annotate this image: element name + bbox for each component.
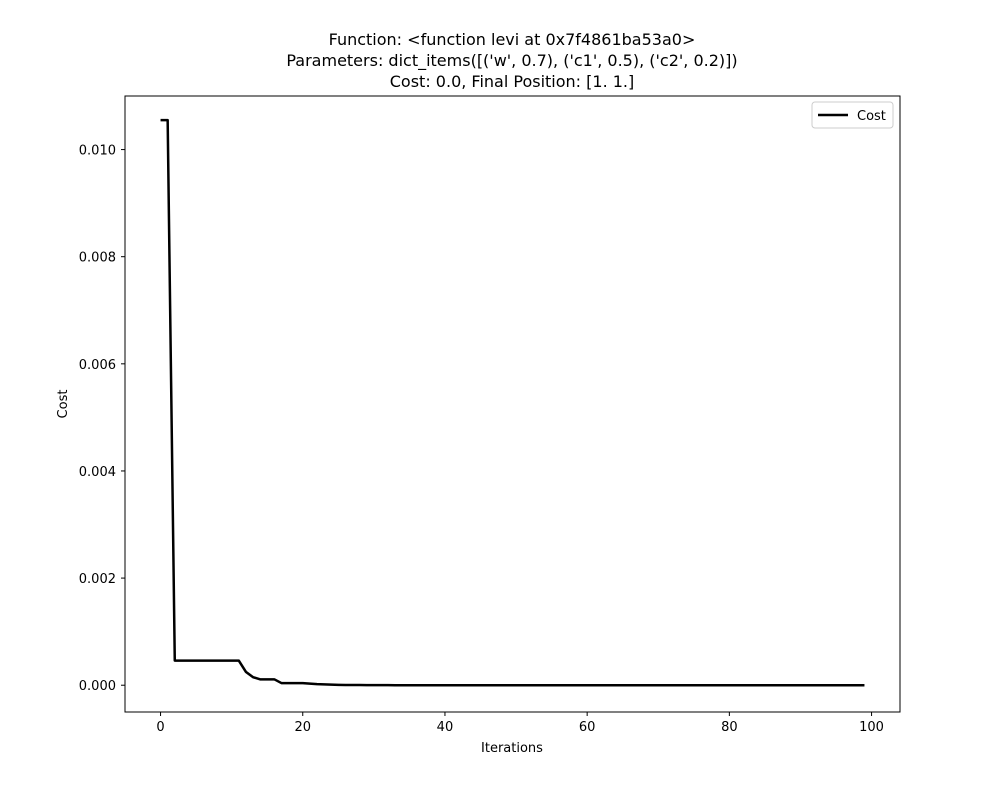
y-tick-label: 0.006	[79, 358, 116, 373]
x-axis-label: Iterations	[481, 741, 543, 756]
y-tick-label: 0.000	[79, 679, 116, 694]
x-tick-label: 0	[156, 720, 164, 735]
y-axis-label: Cost	[56, 390, 71, 419]
y-tick-label: 0.004	[79, 465, 116, 480]
x-tick-label: 60	[579, 720, 596, 735]
series-line-cost	[160, 118, 865, 687]
plot-area-frame	[124, 95, 901, 713]
legend: Cost	[811, 101, 894, 129]
x-tick-label: 100	[859, 720, 884, 735]
chart-title-line-1: Function: <function levi at 0x7f4861ba53…	[328, 30, 696, 49]
x-tick-label: 80	[721, 720, 738, 735]
x-tick-label: 20	[294, 720, 311, 735]
y-tick-label: 0.008	[79, 251, 116, 266]
legend-box	[811, 101, 894, 129]
chart-title-line-3: Cost: 0.0, Final Position: [1. 1.]	[389, 72, 635, 91]
y-tick-label: 0.002	[79, 572, 116, 587]
chart-title-line-2: Parameters: dict_items([('w', 0.7), ('c1…	[286, 51, 738, 70]
x-tick-label: 40	[437, 720, 454, 735]
legend-label-cost: Cost	[857, 109, 886, 124]
y-tick-label: 0.010	[79, 144, 116, 159]
